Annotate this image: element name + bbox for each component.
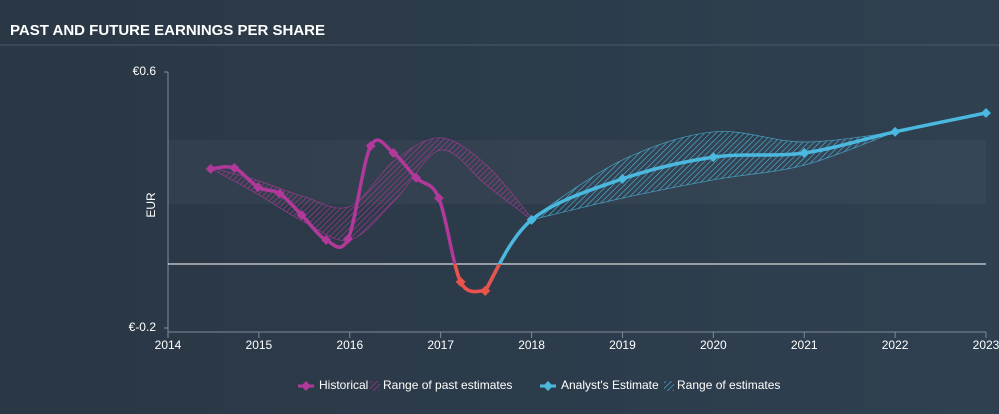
point [455, 276, 466, 287]
y-tick-label: €-0.2 [129, 320, 157, 334]
x-tick-label: 2014 [155, 338, 182, 352]
point [617, 173, 628, 184]
point [411, 172, 422, 183]
legend-swatch-hatch [370, 381, 380, 391]
x-tick-label: 2023 [973, 338, 999, 352]
point [253, 182, 263, 193]
y-axis-label: EUR [144, 192, 158, 218]
x-tick-label: 2016 [336, 338, 363, 352]
y-tick-label: €0.6 [133, 64, 157, 78]
x-tick-label: 2018 [518, 338, 545, 352]
x-tick-label: 2021 [791, 338, 818, 352]
legend-swatch-marker [543, 381, 553, 391]
legend-swatch-hatch [664, 381, 674, 391]
legend-label: Analyst's Estimate [561, 378, 659, 392]
point [526, 214, 537, 225]
legend-label: Range of estimates [677, 378, 780, 392]
legend-swatch-marker [301, 381, 311, 391]
x-tick-label: 2020 [700, 338, 727, 352]
point [388, 148, 399, 158]
point [205, 164, 216, 174]
point [365, 140, 376, 151]
chart-title: PAST AND FUTURE EARNINGS PER SHARE [10, 22, 325, 39]
point [274, 188, 285, 199]
point [890, 126, 901, 137]
point [480, 285, 491, 296]
x-tick-label: 2017 [427, 338, 454, 352]
point [708, 152, 719, 163]
point [296, 210, 307, 220]
legend-label: Historical [319, 378, 368, 392]
legend-label: Range of past estimates [383, 378, 512, 392]
x-tick-label: 2015 [246, 338, 273, 352]
x-tick-label: 2019 [609, 338, 636, 352]
point [343, 234, 353, 244]
point [433, 193, 444, 204]
point [229, 163, 240, 173]
point [981, 108, 991, 118]
point [799, 148, 810, 158]
x-tick-label: 2022 [882, 338, 909, 352]
point [321, 235, 332, 245]
